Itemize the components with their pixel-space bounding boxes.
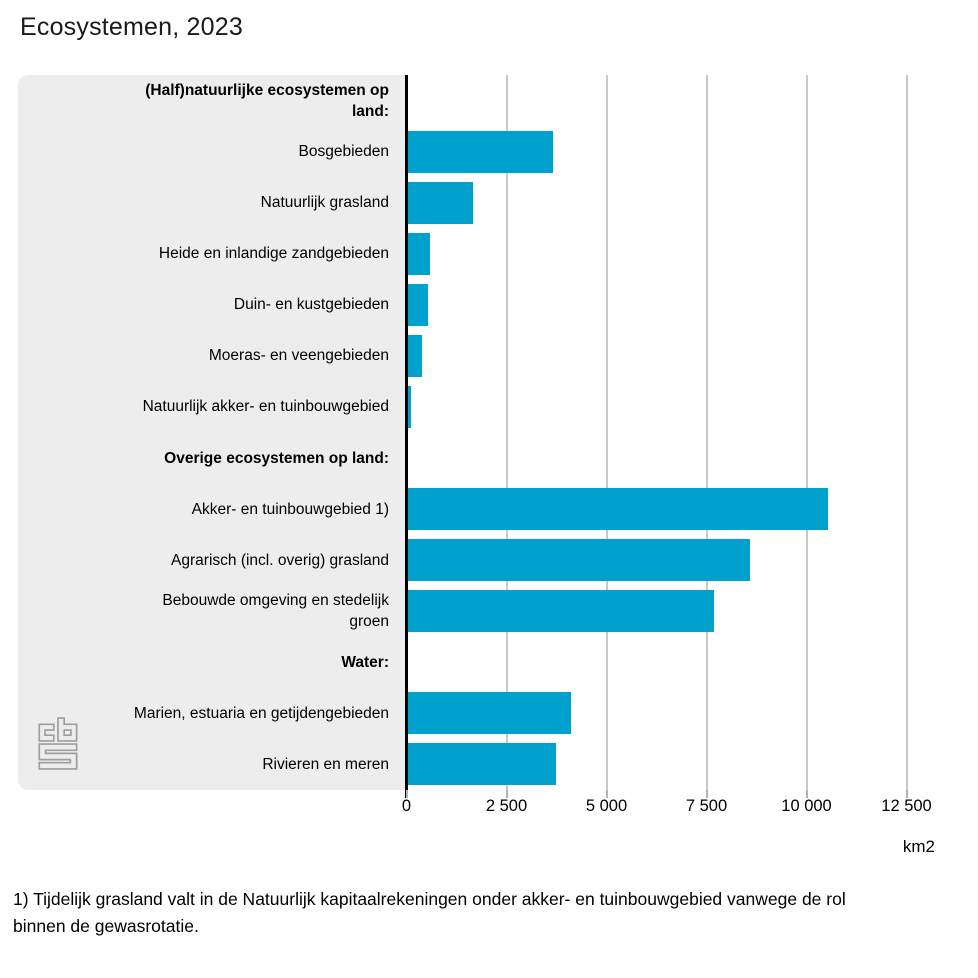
group-header-label: (Half)natuurlijke ecosystemen op land:: [145, 81, 389, 120]
category-label: Moeras- en veengebieden: [208, 347, 389, 365]
category-label: Rivieren en meren: [262, 755, 389, 773]
x-axis-tick: [705, 790, 708, 798]
x-axis-tick-label: 5 000: [585, 797, 628, 815]
x-axis-tick-label: 10 000: [781, 797, 832, 815]
x-axis-tick: [905, 790, 908, 798]
category-label: Bosgebieden: [298, 143, 390, 161]
group-header-label: Water:: [341, 653, 389, 671]
gridline: [805, 75, 808, 790]
bar-marien-estuaria-en-getijdengebieden[interactable]: [408, 692, 572, 735]
cbs-logo-icon: [38, 717, 78, 770]
gridline: [705, 75, 708, 790]
x-axis-tick: [805, 790, 808, 798]
x-axis-tick-label: 12 500: [881, 797, 932, 815]
chart-title: Ecosystemen, 2023: [20, 13, 243, 41]
category-label: Akker- en tuinbouwgebied 1): [191, 500, 389, 518]
category-label: Natuurlijk akker- en tuinbouwgebied: [142, 398, 389, 416]
bar-bebouwde-omgeving-en-stedelijk-groen[interactable]: [408, 590, 714, 633]
bar-natuurlijk-akker-en-tuinbouwgebied[interactable]: [408, 385, 411, 428]
bar-moeras-en-veengebieden[interactable]: [408, 334, 423, 377]
footnote-line-2: binnen de gewasrotatie.: [13, 916, 199, 936]
category-label: Natuurlijk grasland: [260, 194, 389, 212]
bar-natuurlijk-grasland[interactable]: [408, 181, 474, 224]
footnote: 1) Tijdelijk grasland valt in de Natuurl…: [13, 886, 965, 940]
bar-chart: (Half)natuurlijke ecosystemen op land: Bos…: [18, 75, 961, 856]
category-label: Agrarisch (incl. overig) grasland: [171, 551, 389, 569]
category-label: Bebouwde omgeving en stedelijk groen: [162, 592, 389, 631]
group-header-label: Overige ecosystemen op land:: [164, 449, 389, 467]
footnote-line-1: 1) Tijdelijk grasland valt in de Natuurl…: [13, 889, 846, 909]
x-axis-tick-label: 7 500: [685, 797, 728, 815]
bar-heide-en-inlandige-zandgebieden[interactable]: [408, 232, 431, 275]
x-axis-tick: [405, 790, 408, 798]
bar-akker-en-tuinbouwgebied-1[interactable]: [408, 488, 828, 531]
bar-bosgebieden[interactable]: [408, 130, 554, 173]
category-label-panel: (Half)natuurlijke ecosystemen op land: Bos…: [18, 75, 405, 790]
category-label: Duin- en kustgebieden: [233, 296, 389, 314]
bar-rivieren-en-meren[interactable]: [408, 743, 556, 786]
x-axis-tick-label: 0: [401, 797, 412, 815]
gridline: [605, 75, 608, 790]
category-label: Marien, estuaria en getijdengebieden: [133, 704, 389, 722]
x-axis-unit-label: km2: [902, 837, 935, 856]
category-label: Heide en inlandige zandgebieden: [158, 245, 389, 263]
x-axis-tick-label: 2 500: [485, 797, 528, 815]
x-axis-tick: [605, 790, 608, 798]
y-axis-line: [405, 75, 408, 798]
plot-area: [408, 75, 961, 790]
x-axis-tick: [505, 790, 508, 798]
gridline: [905, 75, 908, 790]
bar-agrarisch-incl-overig-grasland[interactable]: [408, 539, 750, 582]
bar-duin-en-kustgebieden[interactable]: [408, 283, 428, 326]
gridline: [505, 75, 508, 790]
